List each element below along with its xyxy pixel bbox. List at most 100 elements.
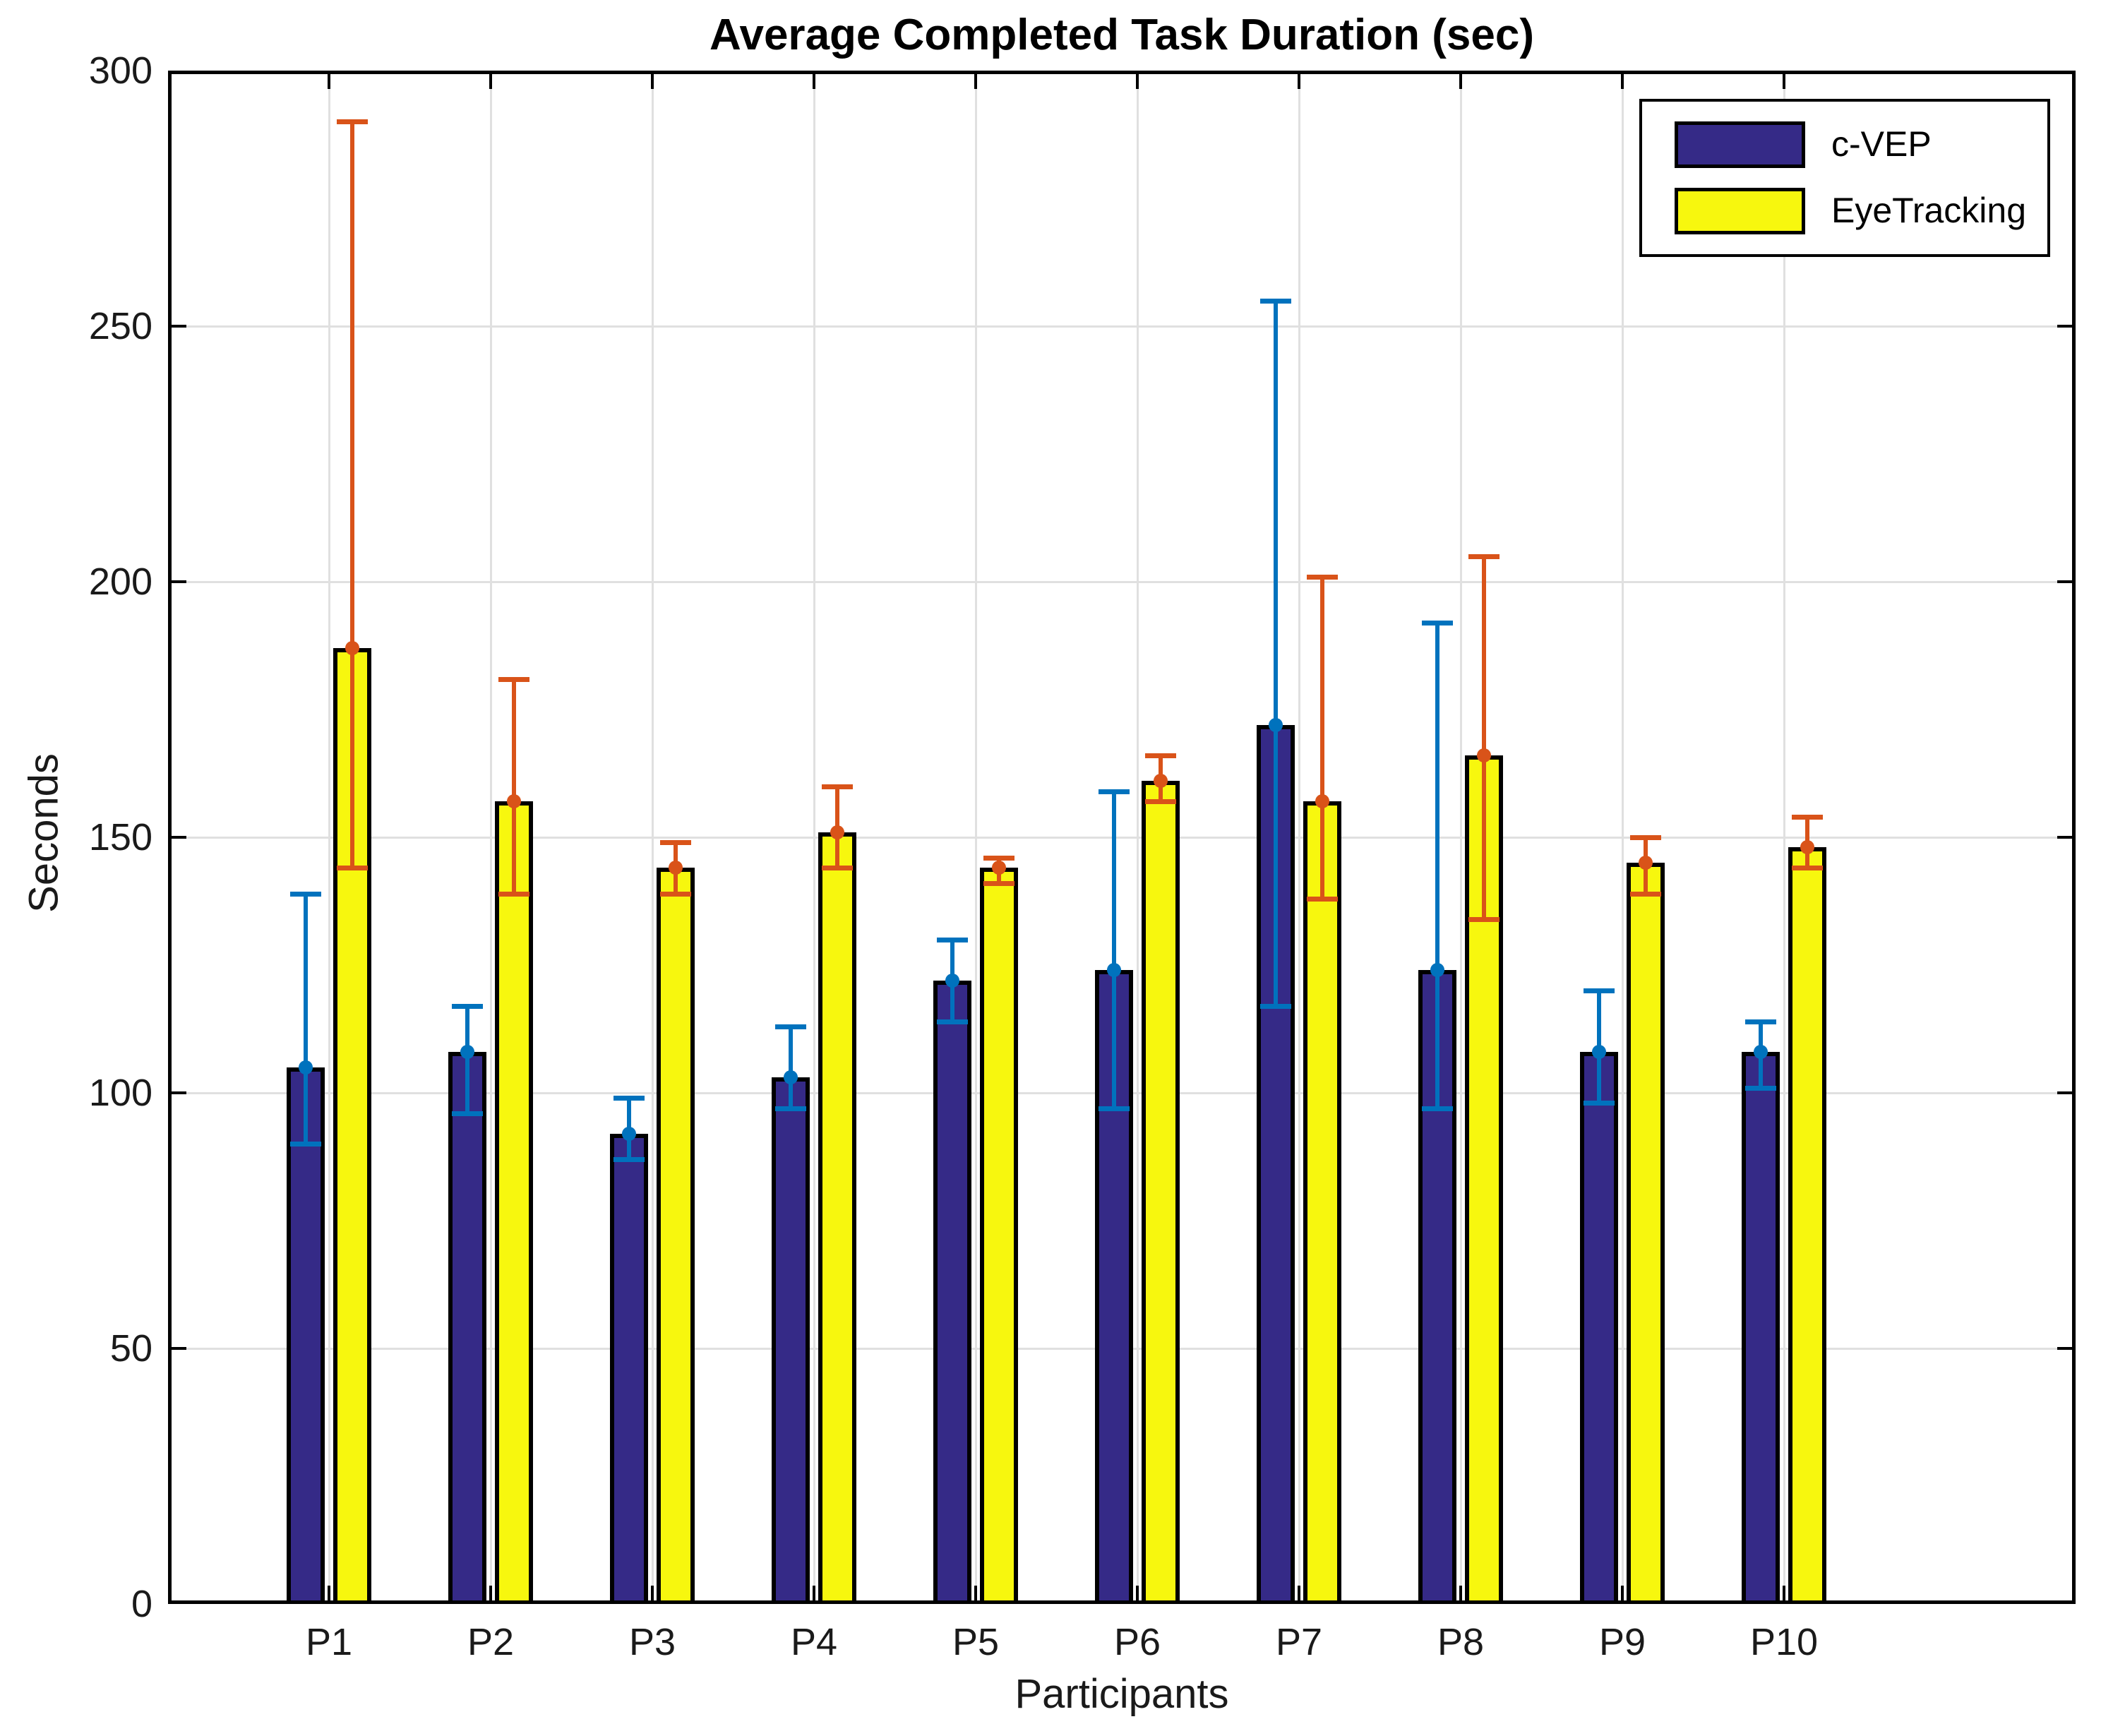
h-gridline-150 xyxy=(168,836,2076,839)
x-tick-mark-bottom-P6 xyxy=(1136,1586,1139,1604)
x-tick-label-P3: P3 xyxy=(628,1621,676,1663)
x-tick-mark-top-P5 xyxy=(974,71,977,89)
errorbar-marker-c-VEP-P4 xyxy=(784,1070,798,1085)
errorbar-stem-EyeTracking-P7 xyxy=(1320,576,1324,899)
errorbar-cap-top-c-VEP-P2 xyxy=(452,1003,483,1009)
x-tick-label-P9: P9 xyxy=(1598,1621,1646,1663)
x-tick-mark-top-P10 xyxy=(1783,71,1785,89)
bar-EyeTracking-P7 xyxy=(1303,801,1341,1604)
v-gridline-P1 xyxy=(328,71,330,1604)
errorbar-marker-c-VEP-P7 xyxy=(1269,717,1283,732)
errorbar-marker-EyeTracking-P5 xyxy=(992,861,1006,875)
y-tick-mark-right-100 xyxy=(2057,1091,2076,1094)
x-tick-label-P5: P5 xyxy=(952,1621,1000,1663)
h-gridline-200 xyxy=(168,580,2076,583)
errorbar-marker-EyeTracking-P9 xyxy=(1639,856,1653,870)
bar-c-VEP-P9 xyxy=(1580,1052,1618,1604)
bar-c-VEP-P5 xyxy=(933,980,971,1604)
chart-title: Average Completed Task Duration (sec) xyxy=(710,11,1534,59)
x-tick-label-P8: P8 xyxy=(1437,1621,1485,1663)
x-tick-label-P10: P10 xyxy=(1749,1621,1819,1663)
errorbar-marker-EyeTracking-P10 xyxy=(1800,840,1814,855)
plot-area xyxy=(168,71,2076,1604)
errorbar-cap-top-EyeTracking-P2 xyxy=(498,676,529,682)
errorbar-marker-c-VEP-P3 xyxy=(622,1126,636,1141)
v-gridline-P8 xyxy=(1459,71,1462,1604)
errorbar-cap-top-c-VEP-P7 xyxy=(1260,298,1291,304)
bar-EyeTracking-P3 xyxy=(657,868,695,1604)
y-tick-label-300: 300 xyxy=(88,49,152,92)
errorbar-cap-bottom-c-VEP-P1 xyxy=(290,1142,321,1147)
errorbar-cap-bottom-c-VEP-P7 xyxy=(1260,1003,1291,1009)
v-gridline-P4 xyxy=(813,71,815,1604)
x-tick-mark-top-P4 xyxy=(813,71,815,89)
errorbar-marker-EyeTracking-P7 xyxy=(1315,794,1329,809)
x-tick-mark-top-P1 xyxy=(328,71,330,89)
errorbar-marker-EyeTracking-P8 xyxy=(1477,748,1491,763)
legend-swatch-EyeTracking xyxy=(1675,188,1805,234)
bar-c-VEP-P3 xyxy=(610,1133,648,1604)
errorbar-stem-EyeTracking-P1 xyxy=(350,121,354,868)
errorbar-cap-top-c-VEP-P8 xyxy=(1422,620,1453,625)
errorbar-stem-c-VEP-P6 xyxy=(1112,791,1116,1108)
errorbar-cap-bottom-EyeTracking-P6 xyxy=(1145,799,1176,805)
x-tick-mark-bottom-P7 xyxy=(1298,1586,1300,1604)
errorbar-cap-bottom-c-VEP-P9 xyxy=(1584,1101,1615,1106)
errorbar-cap-top-EyeTracking-P6 xyxy=(1145,753,1176,759)
errorbar-cap-top-c-VEP-P6 xyxy=(1099,789,1130,794)
y-tick-mark-left-50 xyxy=(168,1347,186,1350)
h-gridline-250 xyxy=(168,325,2076,328)
errorbar-cap-top-EyeTracking-P7 xyxy=(1307,574,1338,580)
x-tick-mark-top-P2 xyxy=(489,71,492,89)
y-tick-label-250: 250 xyxy=(88,305,152,347)
bar-c-VEP-P4 xyxy=(772,1077,810,1604)
v-gridline-P5 xyxy=(974,71,977,1604)
errorbar-cap-bottom-c-VEP-P4 xyxy=(775,1106,806,1111)
errorbar-stem-c-VEP-P2 xyxy=(465,1005,469,1113)
y-tick-label-200: 200 xyxy=(88,561,152,603)
errorbar-cap-bottom-c-VEP-P5 xyxy=(937,1019,968,1024)
x-tick-mark-top-P3 xyxy=(651,71,654,89)
x-tick-mark-top-P7 xyxy=(1298,71,1300,89)
y-tick-mark-right-150 xyxy=(2057,836,2076,839)
y-tick-mark-right-50 xyxy=(2057,1347,2076,1350)
errorbar-marker-c-VEP-P9 xyxy=(1592,1045,1606,1060)
x-tick-mark-bottom-P5 xyxy=(974,1586,977,1604)
errorbar-cap-top-EyeTracking-P3 xyxy=(660,840,691,846)
legend-entry-EyeTracking: EyeTracking xyxy=(1642,188,2047,236)
errorbar-cap-bottom-EyeTracking-P7 xyxy=(1307,896,1338,902)
x-tick-mark-bottom-P1 xyxy=(328,1586,330,1604)
x-tick-label-P4: P4 xyxy=(790,1621,838,1663)
bar-EyeTracking-P6 xyxy=(1142,781,1180,1604)
x-tick-label-P2: P2 xyxy=(467,1621,515,1663)
y-tick-label-50: 50 xyxy=(109,1327,152,1370)
v-gridline-P7 xyxy=(1298,71,1300,1604)
errorbar-cap-bottom-c-VEP-P3 xyxy=(613,1157,645,1163)
x-tick-label-P7: P7 xyxy=(1275,1621,1323,1663)
errorbar-stem-c-VEP-P7 xyxy=(1274,300,1278,1006)
errorbar-stem-EyeTracking-P8 xyxy=(1482,556,1486,919)
errorbar-cap-bottom-EyeTracking-P4 xyxy=(822,866,853,871)
y-tick-label-100: 100 xyxy=(88,1072,152,1114)
y-tick-mark-right-250 xyxy=(2057,325,2076,328)
errorbar-marker-c-VEP-P6 xyxy=(1107,963,1121,978)
v-gridline-P3 xyxy=(651,71,654,1604)
x-tick-mark-top-P6 xyxy=(1136,71,1139,89)
v-gridline-P10 xyxy=(1783,71,1785,1604)
y-tick-label-0: 0 xyxy=(131,1583,152,1625)
errorbar-marker-EyeTracking-P6 xyxy=(1154,774,1168,789)
errorbar-cap-top-c-VEP-P9 xyxy=(1584,988,1615,994)
errorbar-cap-bottom-c-VEP-P2 xyxy=(452,1111,483,1116)
bar-EyeTracking-P10 xyxy=(1788,847,1826,1604)
errorbar-marker-EyeTracking-P4 xyxy=(830,825,844,839)
v-gridline-P2 xyxy=(489,71,492,1604)
errorbar-cap-bottom-EyeTracking-P10 xyxy=(1792,866,1823,871)
errorbar-cap-top-c-VEP-P4 xyxy=(775,1024,806,1029)
x-tick-mark-bottom-P10 xyxy=(1783,1586,1785,1604)
errorbar-cap-top-EyeTracking-P5 xyxy=(983,855,1014,861)
y-tick-label-150: 150 xyxy=(88,816,152,858)
errorbar-stem-EyeTracking-P2 xyxy=(512,678,516,894)
y-tick-mark-left-200 xyxy=(168,580,186,583)
v-gridline-P6 xyxy=(1136,71,1139,1604)
